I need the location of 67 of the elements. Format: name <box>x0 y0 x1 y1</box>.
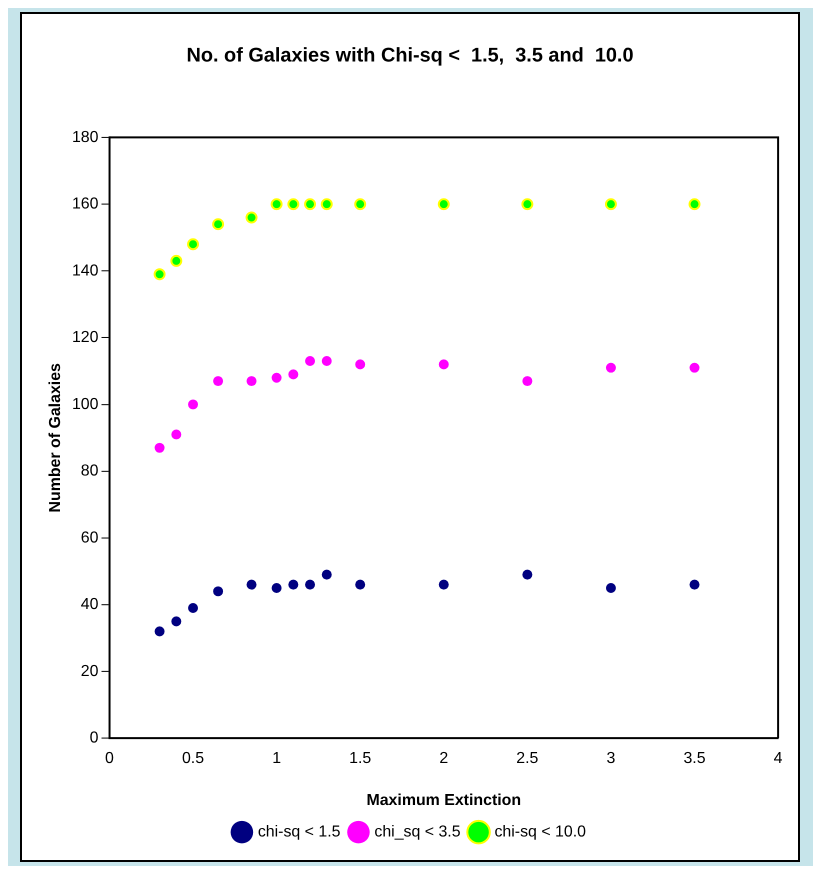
y-tick-label: 0 <box>90 730 99 747</box>
point <box>212 218 224 230</box>
point <box>521 198 534 210</box>
point <box>170 254 182 267</box>
x-tick-label: 2.5 <box>516 750 539 768</box>
chart-title: No. of Galaxies with Chi-sq < 1.5, 3.5 and 10.0 <box>186 44 634 66</box>
y-tick-label: 60 <box>80 529 99 546</box>
x-tick-label: 4 <box>774 750 783 768</box>
point <box>187 238 199 250</box>
x-tick-label: 3 <box>606 750 616 768</box>
legend-label: chi_sq < 3.5 <box>374 824 461 841</box>
legend-label: chi-sq < 10.0 <box>494 824 586 841</box>
point <box>606 362 616 373</box>
y-tick-label: 40 <box>80 596 99 614</box>
x-tick-label: 0.5 <box>182 750 204 768</box>
point <box>154 626 165 636</box>
point <box>522 570 532 580</box>
point <box>213 586 224 596</box>
point <box>246 212 258 224</box>
y-tick-label: 20 <box>80 662 99 680</box>
point <box>688 198 700 210</box>
x-axis-title: Maximum Extinction <box>366 792 522 810</box>
point <box>272 583 282 593</box>
point <box>288 369 298 380</box>
point <box>438 580 449 590</box>
x-tick-label: 3.5 <box>683 750 706 768</box>
point <box>322 356 332 366</box>
y-tick-label: 160 <box>72 196 99 213</box>
point <box>270 198 283 210</box>
point <box>604 198 617 210</box>
point <box>188 399 198 410</box>
x-tick-label: 1.5 <box>349 750 372 768</box>
point <box>304 198 316 210</box>
point <box>171 429 182 440</box>
point <box>287 198 300 210</box>
point <box>354 198 366 210</box>
point <box>246 580 257 590</box>
y-tick-label: 140 <box>72 262 99 280</box>
point <box>154 268 166 280</box>
point <box>188 603 198 613</box>
point <box>272 372 282 383</box>
y-tick-label: 180 <box>72 128 99 146</box>
point <box>246 376 257 386</box>
x-tick-label: 2 <box>439 750 448 768</box>
x-tick-label: 1 <box>272 750 282 768</box>
point <box>690 362 700 373</box>
point <box>355 359 366 370</box>
point <box>355 580 366 590</box>
point <box>438 198 450 210</box>
point <box>522 376 532 386</box>
point <box>288 580 298 590</box>
point <box>213 376 224 386</box>
point <box>171 616 182 626</box>
point <box>320 198 333 210</box>
y-tick-label: 80 <box>80 462 99 480</box>
y-tick-label: 120 <box>72 329 99 346</box>
point <box>322 570 332 580</box>
legend-label: chi-sq < 1.5 <box>258 824 341 841</box>
point <box>305 356 316 366</box>
point <box>690 580 700 590</box>
point <box>606 583 616 593</box>
point <box>305 580 316 590</box>
x-tick-label: 0 <box>105 750 114 768</box>
point <box>154 442 165 453</box>
point <box>438 359 449 370</box>
y-tick-label: 100 <box>72 396 99 413</box>
y-axis-title: Number of Galaxies <box>46 362 64 513</box>
